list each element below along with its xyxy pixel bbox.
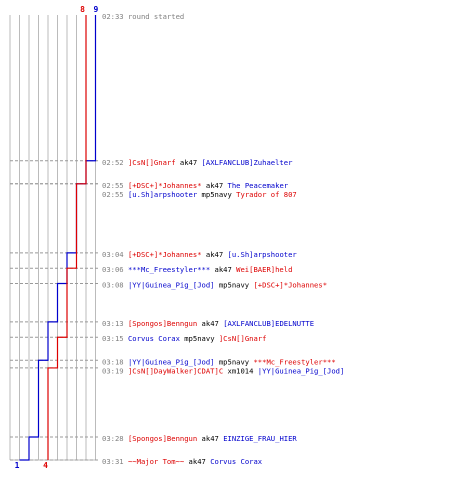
end-count-label: 1 [15, 461, 20, 470]
event-weapon: ak47 [202, 181, 228, 190]
event-victim: The Peacemaker [228, 181, 289, 190]
event-victim: [AXLFANCLUB]EDELNUTTE [223, 319, 314, 328]
event-time: 03:28 [102, 434, 128, 443]
event-note: round started [128, 12, 184, 21]
count-gridlines [9, 15, 96, 461]
event-time: 03:15 [102, 334, 128, 343]
event-killer: [Spongos]Benngun [128, 319, 197, 328]
event-time: 02:52 [102, 158, 128, 167]
event-row: 03:13 [Spongos]Benngun ak47 [AXLFANCLUB]… [102, 319, 314, 328]
event-weapon: ak47 [197, 319, 223, 328]
event-weapon: xm1014 [223, 366, 258, 375]
event-row: 03:19 ]CsN[]DayWalker]CDAT]C xm1014 |YY|… [102, 366, 344, 375]
event-killer: ~~Major Tom~~ [128, 457, 185, 466]
event-killer: Corvus Corax [128, 334, 181, 343]
series-line [47, 15, 87, 460]
event-weapon: ak47 [176, 158, 202, 167]
event-victim: ***Mc_Freestyler*** [253, 357, 335, 366]
event-time: 03:08 [102, 281, 128, 290]
event-victim: |YY|Guinea_Pig_[Jod] [258, 366, 345, 375]
event-row: 02:55 [+DSC+]*Johannes* ak47 The Peacema… [102, 181, 289, 190]
event-killer: ]CsN[]Gnarf [128, 158, 176, 167]
event-killer: ***Mc_Freestyler*** [128, 265, 210, 274]
event-victim: [+DSC+]*Johannes* [253, 281, 327, 290]
event-killer: [+DSC+]*Johannes* [128, 181, 202, 190]
event-victim: Tyrador of 807 [236, 190, 297, 199]
event-victim: EINZIGE_FRAU_HIER [223, 434, 297, 443]
event-time: 02:55 [102, 190, 128, 199]
event-time: 03:13 [102, 319, 128, 328]
event-victim: Corvus Corax [210, 457, 263, 466]
event-row: 02:55 [u.Sh]arpshooter mp5navy Tyrador o… [102, 190, 297, 199]
event-killer: [+DSC+]*Johannes* [128, 250, 202, 259]
event-time: 02:55 [102, 181, 128, 190]
end-count-label: 4 [43, 461, 48, 470]
event-row: 02:33 round started [102, 12, 184, 21]
event-row: 03:28 [Spongos]Benngun ak47 EINZIGE_FRAU… [102, 434, 297, 443]
event-victim: Wei[BAER]held [236, 265, 292, 274]
event-weapon: ak47 [202, 250, 228, 259]
event-row: 02:52 ]CsN[]Gnarf ak47 [AXLFANCLUB]Zuhae… [102, 158, 293, 167]
start-count-label: 9 [94, 5, 99, 14]
event-time: 02:33 [102, 12, 128, 21]
event-weapon: ak47 [210, 265, 236, 274]
event-time: 03:31 [102, 457, 128, 466]
series-lines [19, 15, 97, 461]
event-row: 03:31 ~~Major Tom~~ ak47 Corvus Corax [102, 457, 263, 466]
event-row: 03:06 ***Mc_Freestyler*** ak47 Wei[BAER]… [102, 265, 292, 274]
event-time: 03:19 [102, 366, 128, 375]
event-killer: |YY|Guinea_Pig_[Jod] [128, 357, 215, 366]
event-time: 03:18 [102, 357, 128, 366]
event-victim: [AXLFANCLUB]Zuhaelter [202, 158, 294, 167]
event-victim: [u.Sh]arpshooter [228, 250, 298, 259]
event-row: 03:04 [+DSC+]*Johannes* ak47 [u.Sh]arpsh… [102, 250, 297, 259]
event-weapon: mp5navy [215, 357, 254, 366]
event-time: 03:06 [102, 265, 128, 274]
event-weapon: mp5navy [180, 334, 219, 343]
event-weapon: ak47 [197, 434, 223, 443]
start-count-label: 8 [80, 5, 85, 14]
event-row: 03:08 |YY|Guinea_Pig_[Jod] mp5navy [+DSC… [102, 281, 327, 290]
event-killer: ]CsN[]DayWalker]CDAT]C [128, 366, 223, 375]
event-rows: 02:33 round started 02:52 ]CsN[]Gnarf ak4… [10, 12, 344, 466]
event-killer: [Spongos]Benngun [128, 434, 197, 443]
event-row: 03:18 |YY|Guinea_Pig_[Jod] mp5navy ***Mc… [102, 357, 336, 366]
event-victim: ]CsN[]Gnarf [219, 334, 267, 343]
event-weapon: ak47 [184, 457, 210, 466]
event-killer: |YY|Guinea_Pig_[Jod] [128, 281, 215, 290]
event-weapon: mp5navy [197, 190, 236, 199]
event-weapon: mp5navy [215, 281, 254, 290]
event-killer: [u.Sh]arpshooter [128, 190, 198, 199]
count-labels: 9 1 8 4 [15, 5, 99, 470]
event-time: 03:04 [102, 250, 128, 259]
event-row: 03:15 Corvus Corax mp5navy ]CsN[]Gnarf [102, 334, 266, 343]
